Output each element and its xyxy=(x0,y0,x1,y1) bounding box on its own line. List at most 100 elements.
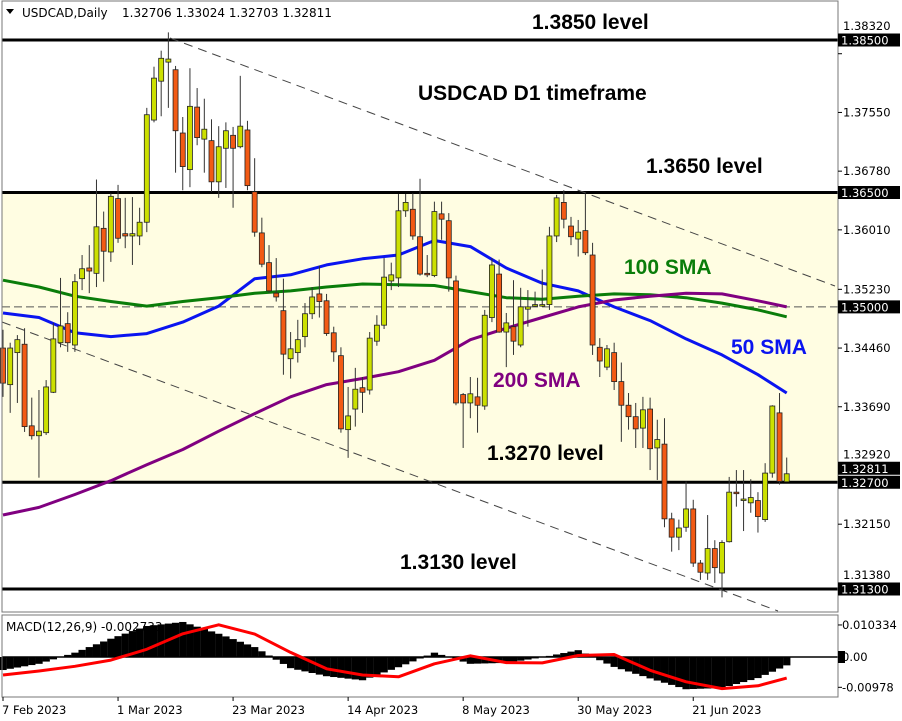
price-level-badge xyxy=(838,582,900,596)
bearish-candle-body xyxy=(409,208,416,237)
bearish-candle-body xyxy=(86,267,93,272)
candle xyxy=(783,457,790,483)
macd-label: MACD(12,26,9) -0.002733 xyxy=(6,620,163,634)
lower-trendline xyxy=(1,321,779,612)
candle xyxy=(704,515,711,580)
macd-histogram-bar xyxy=(711,657,719,689)
bullish-candle-body xyxy=(352,388,359,410)
candle xyxy=(474,377,481,433)
macd-histogram-bar xyxy=(236,641,244,657)
bearish-candle-body xyxy=(28,425,35,437)
bearish-candle-body xyxy=(690,508,697,564)
candle xyxy=(539,269,546,307)
candle xyxy=(86,245,93,294)
price-tick-label: 1.32150 xyxy=(843,517,891,531)
bearish-candle-body xyxy=(711,548,718,569)
macd-histogram-bar xyxy=(243,644,252,657)
bearish-candle-body xyxy=(64,323,71,344)
macd-histogram-bar xyxy=(517,657,525,661)
macd-histogram-bar xyxy=(20,657,29,667)
candle xyxy=(424,255,431,278)
candle xyxy=(373,315,380,346)
bullish-candle-body xyxy=(402,202,409,212)
candle xyxy=(302,303,308,348)
bullish-candle-body xyxy=(151,77,157,121)
bearish-candle-body xyxy=(21,343,28,427)
bearish-candle-body xyxy=(316,293,323,302)
dropdown-triangle-icon[interactable] xyxy=(6,9,14,14)
annotation-level-1-3850: 1.3850 level xyxy=(532,11,649,34)
candle xyxy=(726,476,733,543)
candle xyxy=(388,262,395,291)
date-tick-label: 8 May 2023 xyxy=(462,703,530,717)
bearish-candle-body xyxy=(697,562,704,573)
bullish-candle-body xyxy=(237,125,244,148)
annotation-100-sma: 100 SMA xyxy=(624,256,712,279)
macd-histogram-bar xyxy=(466,657,475,664)
bullish-candle-body xyxy=(726,491,733,543)
macd-histogram-bar xyxy=(560,653,568,657)
annotation-timeframe: USDCAD D1 timeframe xyxy=(418,82,647,105)
bullish-candle-body xyxy=(222,130,229,149)
macd-histogram-bar xyxy=(301,657,309,672)
candle xyxy=(755,492,761,533)
bullish-candle-body xyxy=(165,58,172,63)
bullish-candle-body xyxy=(553,197,560,237)
macd-tick-label: 0.00 xyxy=(842,650,868,664)
macd-histogram-bar xyxy=(718,657,726,688)
bearish-candle-body xyxy=(417,236,423,275)
bearish-candle-body xyxy=(668,518,675,538)
candle xyxy=(14,335,21,403)
candle xyxy=(352,367,359,427)
candle xyxy=(323,293,330,336)
bullish-candle-body xyxy=(201,128,208,140)
candle xyxy=(769,405,776,478)
bearish-candle-body xyxy=(560,202,567,220)
candle xyxy=(625,393,632,430)
macd-histogram-bar xyxy=(42,657,50,662)
macd-histogram-bar xyxy=(459,657,467,662)
bullish-candle-body xyxy=(93,226,100,274)
candle xyxy=(287,332,294,379)
macd-histogram-bar xyxy=(430,652,439,657)
bearish-candle-body xyxy=(208,140,215,183)
candle xyxy=(381,258,387,329)
macd-histogram-bar xyxy=(387,657,395,670)
candle xyxy=(208,119,215,192)
bullish-candle-body xyxy=(683,508,689,528)
candle xyxy=(560,190,567,229)
macd-histogram-bar xyxy=(28,657,36,666)
macd-histogram-bar xyxy=(287,657,295,669)
bearish-candle-body xyxy=(611,352,618,383)
annotation-50-sma: 50 SMA xyxy=(731,336,807,359)
macd-histogram-bar xyxy=(682,657,690,690)
bearish-candle-body xyxy=(194,106,201,138)
candle xyxy=(453,275,459,406)
candle xyxy=(395,194,402,288)
candle xyxy=(136,207,143,246)
macd-histogram-bar xyxy=(481,657,489,664)
macd-histogram-bar xyxy=(258,651,266,657)
bullish-candle-body xyxy=(769,405,776,474)
candle xyxy=(345,386,352,458)
date-tick-label: 14 Apr 2023 xyxy=(347,703,418,717)
candle xyxy=(258,217,265,268)
candle xyxy=(129,197,136,265)
bearish-candle-body xyxy=(647,408,653,450)
trendlines xyxy=(1,37,836,612)
price-level-badge-label: 1.31300 xyxy=(841,583,889,597)
bearish-candle-body xyxy=(661,443,668,520)
candle xyxy=(158,50,165,117)
bullish-candle-body xyxy=(36,430,42,437)
price-level-badge-label: 1.32700 xyxy=(841,476,889,490)
bullish-candle-body xyxy=(539,304,546,307)
candle xyxy=(93,179,100,288)
bearish-candle-body xyxy=(438,213,445,220)
macd-histogram-bar xyxy=(6,657,14,669)
bearish-candle-body xyxy=(0,347,6,384)
bullish-candle-body xyxy=(373,324,380,342)
macd-histogram-bar xyxy=(143,626,151,657)
macd-histogram-bar xyxy=(366,657,374,678)
macd-histogram-bar xyxy=(783,657,791,666)
macd-histogram-bar xyxy=(675,657,683,688)
